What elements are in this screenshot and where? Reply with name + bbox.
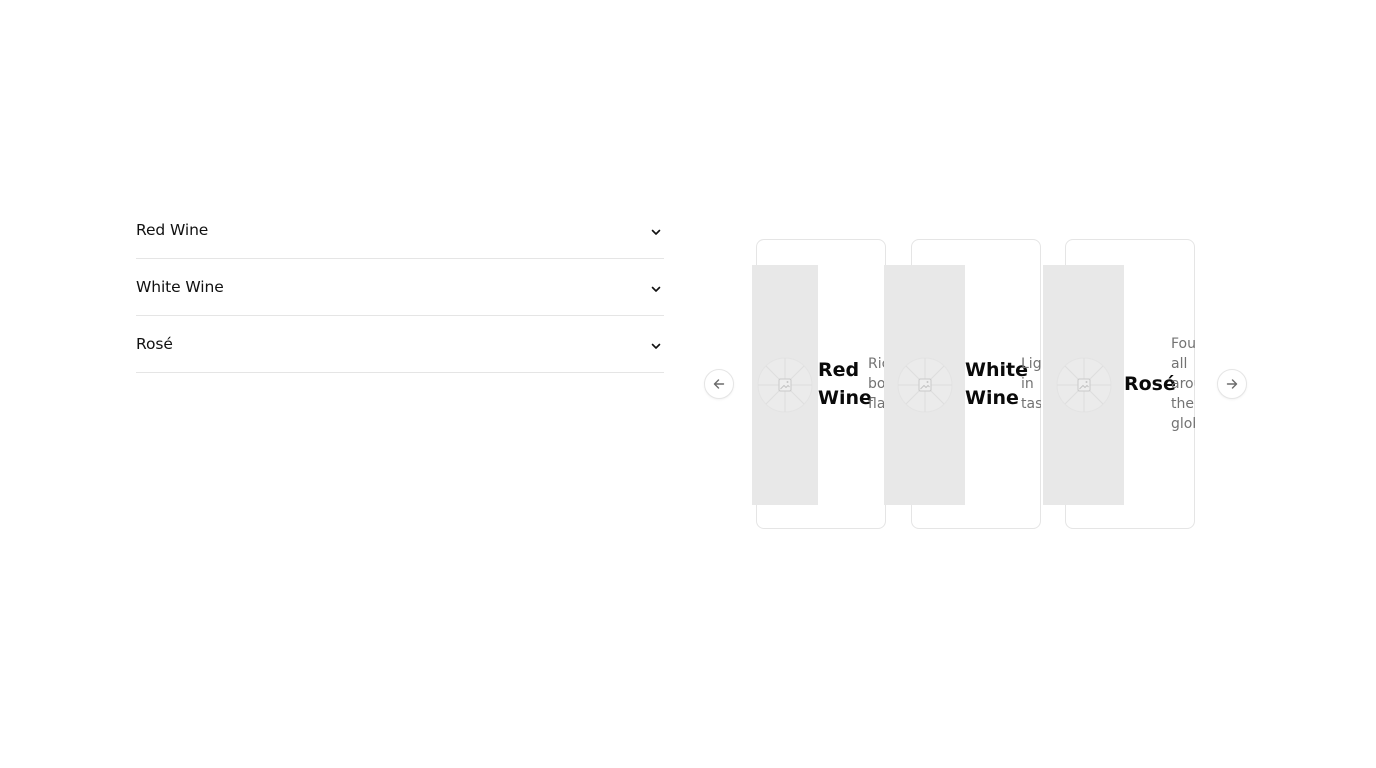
card-title: Rosé (1124, 373, 1176, 395)
card-image (752, 265, 818, 505)
carousel-card-rose[interactable]: Rosé Foun all arou the glob (1043, 239, 1195, 529)
accordion-item-label: Rosé (136, 335, 173, 353)
wine-carousel: Red Wine Ric bo fla White Wine Ligh in t… (704, 239, 1248, 529)
chevron-down-icon (650, 280, 662, 292)
card-image (884, 265, 965, 505)
carousel-card-white-wine[interactable]: White Wine Ligh in tast (884, 239, 1041, 529)
image-placeholder-icon (1056, 357, 1112, 413)
chevron-down-icon (650, 337, 662, 349)
card-title: White Wine (965, 359, 1028, 409)
card-description: Ric bo fla (868, 356, 886, 412)
carousel-next-button[interactable] (1217, 369, 1247, 399)
carousel-prev-button[interactable] (704, 369, 734, 399)
card-description: Ligh in tast (1021, 356, 1041, 412)
wine-accordion: Red Wine White Wine Rosé (136, 202, 664, 373)
chevron-down-icon (650, 223, 662, 235)
accordion-item-red-wine[interactable]: Red Wine (136, 202, 664, 259)
image-placeholder-icon (897, 357, 953, 413)
card-title: Red Wine (818, 359, 872, 409)
card-description: Foun all arou the glob (1171, 336, 1195, 432)
carousel-card-red-wine[interactable]: Red Wine Ric bo fla (752, 239, 886, 529)
accordion-item-white-wine[interactable]: White Wine (136, 259, 664, 316)
image-placeholder-icon (757, 357, 813, 413)
accordion-item-label: White Wine (136, 278, 224, 296)
accordion-item-rose[interactable]: Rosé (136, 316, 664, 373)
accordion-item-label: Red Wine (136, 221, 209, 239)
card-image (1043, 265, 1124, 505)
